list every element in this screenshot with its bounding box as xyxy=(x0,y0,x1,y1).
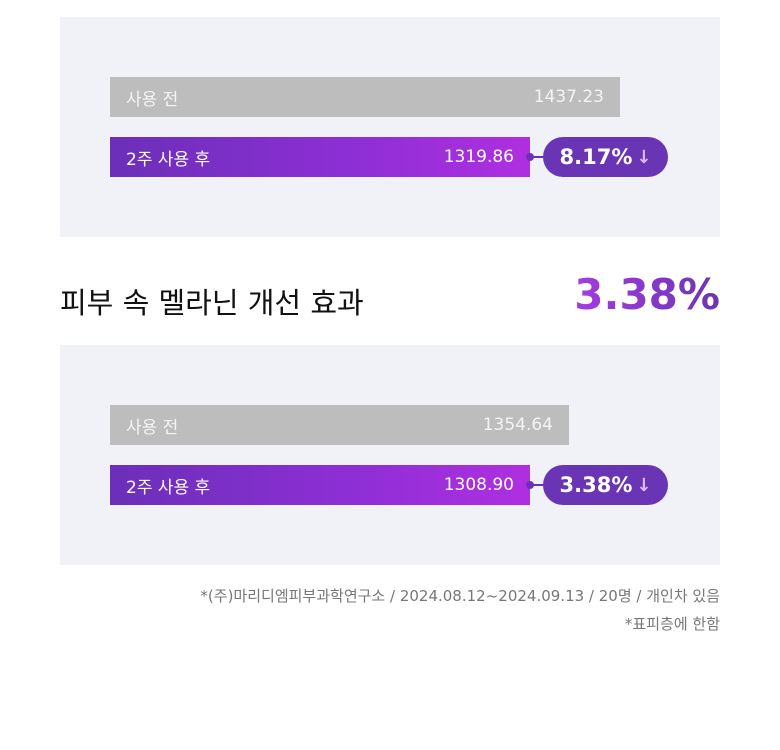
section-heading: 피부 속 멜라닌 개선 효과 xyxy=(60,286,364,320)
bar-value: 1308.90 xyxy=(443,475,514,495)
chart-panel-2: 사용 전 1354.64 2주 사용 후 1308.90 3.38% ↓ xyxy=(60,345,720,565)
bar-value: 1354.64 xyxy=(482,415,553,435)
connector-line xyxy=(530,156,544,158)
connector-line xyxy=(530,484,544,486)
bar-before: 사용 전 1437.23 xyxy=(110,77,620,117)
change-badge: 3.38% ↓ xyxy=(543,465,668,505)
change-badge: 8.17% ↓ xyxy=(543,137,668,177)
change-value: 8.17% xyxy=(559,145,633,169)
change-value: 3.38% xyxy=(559,473,633,497)
bar-label: 2주 사용 후 xyxy=(126,477,211,498)
bar-label: 사용 전 xyxy=(126,417,179,438)
footnote-scope: *표피층에 한함 xyxy=(624,615,720,633)
bar-after: 2주 사용 후 1319.86 xyxy=(110,137,530,177)
bar-label: 사용 전 xyxy=(126,89,179,110)
bar-after: 2주 사용 후 1308.90 xyxy=(110,465,530,505)
footnote-source: *(주)마리디엠피부과학연구소 / 2024.08.12~2024.09.13 … xyxy=(200,587,720,605)
arrow-down-icon: ↓ xyxy=(636,146,652,168)
bar-label: 2주 사용 후 xyxy=(126,149,211,170)
bar-before: 사용 전 1354.64 xyxy=(110,405,569,445)
heading-percent: 3.38% xyxy=(574,270,720,319)
bar-value: 1437.23 xyxy=(533,87,604,107)
bar-value: 1319.86 xyxy=(443,147,514,167)
chart-panel-1: 사용 전 1437.23 2주 사용 후 1319.86 8.17% ↓ xyxy=(60,17,720,237)
arrow-down-icon: ↓ xyxy=(636,474,652,496)
